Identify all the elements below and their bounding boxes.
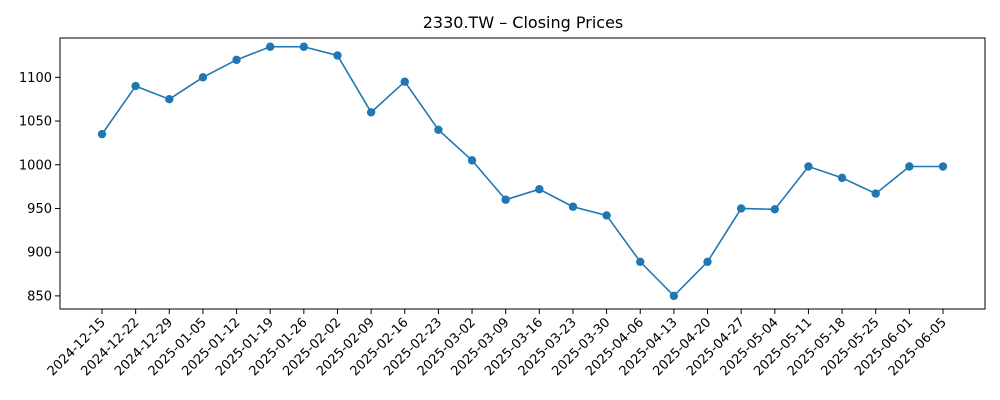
data-point bbox=[97, 129, 107, 139]
data-point bbox=[602, 211, 611, 220]
data-point bbox=[703, 257, 712, 266]
data-point bbox=[434, 125, 443, 134]
data-point bbox=[131, 81, 140, 91]
y-tick-label: 850 bbox=[27, 289, 52, 304]
axes bbox=[59, 37, 986, 310]
data-point bbox=[299, 42, 309, 51]
data-point bbox=[400, 77, 409, 86]
data-point bbox=[568, 202, 578, 211]
data-point bbox=[232, 55, 241, 65]
data-point bbox=[736, 204, 746, 213]
y-tick-label: 950 bbox=[27, 202, 52, 217]
data-point bbox=[501, 195, 510, 204]
data-point bbox=[938, 162, 948, 171]
data-point bbox=[333, 51, 342, 60]
data-point bbox=[804, 162, 813, 171]
data-point bbox=[366, 108, 376, 117]
data-point bbox=[467, 156, 477, 165]
data-point bbox=[165, 94, 174, 104]
series-points bbox=[97, 42, 948, 301]
series-line bbox=[101, 45, 943, 298]
data-point bbox=[669, 291, 679, 301]
x-axis-ticks: 2024-12-152024-12-222024-12-292025-01-05… bbox=[45, 309, 950, 379]
data-point bbox=[535, 185, 544, 194]
data-point bbox=[905, 162, 914, 171]
y-tick-label: 900 bbox=[27, 246, 52, 261]
y-tick-label: 1100 bbox=[19, 71, 52, 86]
data-point bbox=[636, 257, 645, 266]
y-axis-ticks: 850 900 950 1000 1050 1100 bbox=[19, 71, 60, 304]
data-point bbox=[770, 205, 779, 214]
data-point bbox=[871, 189, 880, 198]
plot-frame bbox=[59, 37, 986, 310]
y-tick-label: 1050 bbox=[19, 115, 52, 130]
y-tick-label: 1000 bbox=[19, 158, 52, 173]
data-point bbox=[837, 173, 847, 183]
data-point bbox=[198, 73, 208, 82]
chart-title: 2330.TW – Closing Prices bbox=[423, 13, 624, 32]
data-point bbox=[266, 42, 275, 51]
